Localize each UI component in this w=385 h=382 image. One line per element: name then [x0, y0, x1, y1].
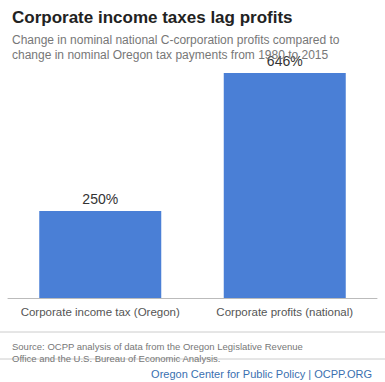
svg-text:Corporate income tax (Oregon): Corporate income tax (Oregon) — [21, 306, 180, 318]
svg-text:Office and the U.S. Bureau of: Office and the U.S. Bureau of Economic A… — [12, 353, 220, 364]
svg-text:change in nominal Oregon tax p: change in nominal Oregon tax payments fr… — [12, 48, 329, 62]
svg-text:Source: OCPP analysis of data: Source: OCPP analysis of data from the O… — [12, 341, 305, 352]
svg-text:Corporate income taxes lag pro: Corporate income taxes lag profits — [12, 8, 293, 27]
svg-text:Corporate profits (national): Corporate profits (national) — [216, 306, 353, 318]
svg-text:Oregon Center for Public Polic: Oregon Center for Public Policy | OCPP.O… — [151, 368, 372, 380]
svg-text:Change in nominal national C-c: Change in nominal national C-corporation… — [12, 33, 343, 47]
svg-text:250%: 250% — [82, 191, 118, 207]
